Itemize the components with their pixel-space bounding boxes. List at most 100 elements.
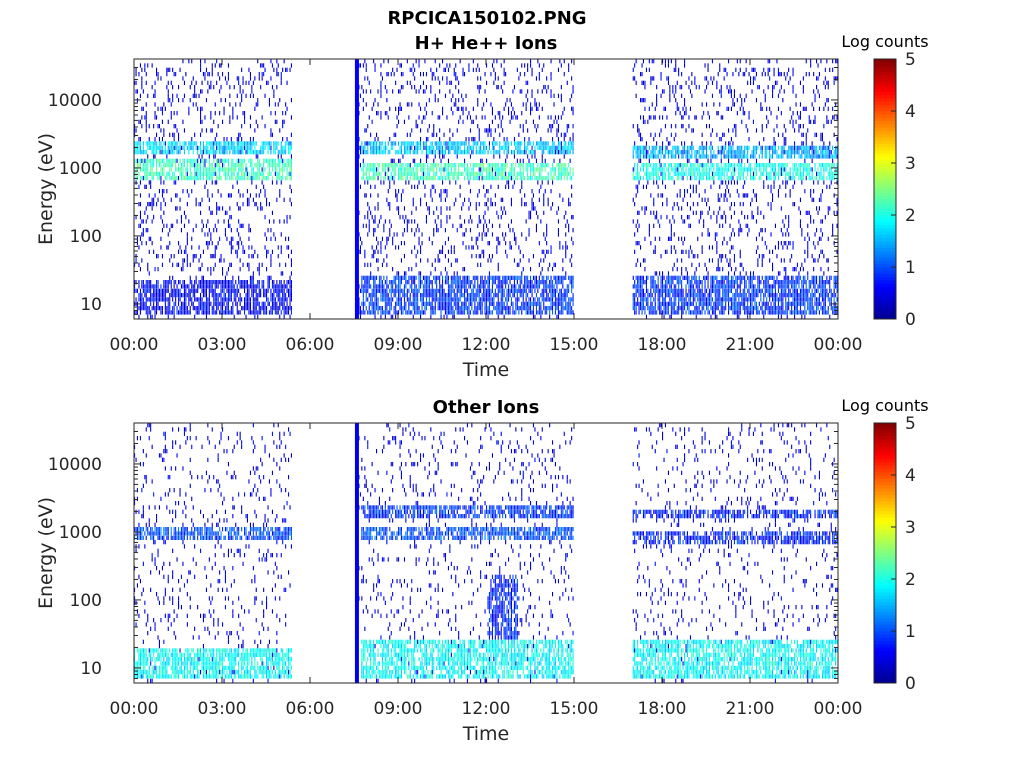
- spectrogram-cell: [447, 310, 449, 315]
- spectrogram-cell: [194, 288, 196, 293]
- spectrogram-cell: [434, 150, 436, 155]
- spectrogram-cell: [239, 167, 241, 172]
- spectrogram-cell: [493, 280, 495, 285]
- spectrogram-cell: [289, 301, 291, 306]
- spectrogram-cell: [421, 280, 423, 285]
- spectrogram-cell: [450, 106, 452, 111]
- spectrogram-cell: [436, 171, 438, 176]
- spectrogram-cell: [364, 262, 366, 267]
- spectrogram-cell: [274, 141, 276, 146]
- spectrogram-cell: [134, 262, 136, 267]
- spectrogram-cell: [285, 262, 287, 267]
- spectrogram-cell: [185, 301, 187, 306]
- spectrogram-cell: [469, 176, 471, 181]
- spectrogram-cell: [408, 297, 410, 302]
- spectrogram-cell: [249, 306, 251, 311]
- spectrogram-cell: [254, 288, 256, 293]
- spectrogram-cell: [242, 141, 244, 146]
- spectrogram-cell: [532, 306, 534, 311]
- spectrogram-cell: [255, 102, 257, 107]
- spectrogram-cell: [565, 145, 567, 150]
- spectrogram-cell: [147, 163, 149, 168]
- spectrogram-cell: [402, 232, 404, 237]
- spectrogram-cell: [433, 184, 435, 189]
- spectrogram-cell: [474, 284, 476, 289]
- spectrogram-cell: [277, 150, 279, 155]
- spectrogram-cell: [508, 284, 510, 289]
- spectrogram-cell: [538, 63, 540, 68]
- spectrogram-cell: [399, 89, 401, 94]
- spectrogram-cell: [421, 119, 423, 124]
- spectrogram-cell: [368, 206, 370, 211]
- spectrogram-cell: [371, 254, 373, 259]
- spectrogram-cell: [167, 150, 169, 155]
- spectrogram-cell: [263, 310, 265, 315]
- spectrogram-cell: [167, 301, 169, 306]
- spectrogram-cell: [163, 128, 165, 133]
- spectrogram-cell: [283, 306, 285, 311]
- spectrogram-cell: [557, 167, 559, 172]
- spectrogram-cell: [418, 180, 420, 185]
- spectrogram-cell: [563, 141, 565, 146]
- spectrogram-cell: [455, 280, 457, 285]
- spectrogram-cell: [246, 280, 248, 285]
- spectrogram-cell: [547, 150, 549, 155]
- spectrogram-cell: [500, 301, 502, 306]
- spectrogram-cell: [180, 171, 182, 176]
- spectrogram-cell: [430, 85, 432, 90]
- spectrogram-cell: [502, 210, 504, 215]
- spectrogram-cell: [189, 306, 191, 311]
- spectrogram-cell: [535, 128, 537, 133]
- spectrogram-cell: [486, 128, 488, 133]
- spectrogram-cell: [535, 306, 537, 311]
- spectrogram-cell: [144, 115, 146, 120]
- spectrogram-cell: [176, 293, 178, 298]
- spectrogram-cell: [217, 141, 219, 146]
- spectrogram-cell: [486, 145, 488, 150]
- spectrogram-cell: [208, 241, 210, 246]
- spectrogram-cell: [480, 262, 482, 267]
- spectrogram-cell: [161, 310, 163, 315]
- spectrogram-cell: [362, 89, 364, 94]
- spectrogram-cell: [377, 267, 379, 272]
- spectrogram-cell: [173, 137, 175, 142]
- spectrogram-cell: [531, 154, 533, 159]
- spectrogram-cell: [527, 89, 529, 94]
- spectrogram-cell: [527, 67, 529, 72]
- spectrogram-cell: [486, 158, 488, 163]
- spectrogram-cell: [207, 232, 209, 237]
- spectrogram-cell: [172, 297, 174, 302]
- spectrogram-cell: [380, 141, 382, 146]
- spectrogram-cell: [160, 106, 162, 111]
- spectrogram-cell: [134, 310, 136, 315]
- spectrogram-cell: [519, 167, 521, 172]
- spectrogram-cell: [439, 280, 441, 285]
- spectrogram-cell: [400, 280, 402, 285]
- spectrogram-cell: [538, 275, 540, 280]
- spectrogram-cell: [258, 288, 260, 293]
- spectrogram-cell: [469, 301, 471, 306]
- spectrogram-cell: [547, 85, 549, 90]
- spectrogram-cell: [270, 293, 272, 298]
- spectrogram-cell: [172, 67, 174, 72]
- spectrogram-cell: [572, 106, 574, 111]
- spectrogram-cell: [411, 128, 413, 133]
- spectrogram-cell: [219, 111, 221, 116]
- spectrogram-cell: [421, 150, 423, 155]
- spectrogram-cell: [527, 284, 529, 289]
- spectrogram-cell: [459, 163, 461, 168]
- spectrogram-cell: [145, 297, 147, 302]
- spectrogram-cell: [519, 176, 521, 181]
- spectrogram-cell: [411, 184, 413, 189]
- spectrogram-cell: [235, 249, 237, 254]
- spectrogram-cell: [403, 271, 405, 276]
- spectrogram-cell: [412, 306, 414, 311]
- spectrogram-cell: [417, 249, 419, 254]
- spectrogram-cell: [546, 297, 548, 302]
- spectrogram-cell: [547, 249, 549, 254]
- spectrogram-cell: [223, 158, 225, 163]
- spectrogram-cell: [182, 267, 184, 272]
- spectrogram-cell: [430, 167, 432, 172]
- spectrogram-cell: [500, 176, 502, 181]
- spectrogram-cell: [481, 106, 483, 111]
